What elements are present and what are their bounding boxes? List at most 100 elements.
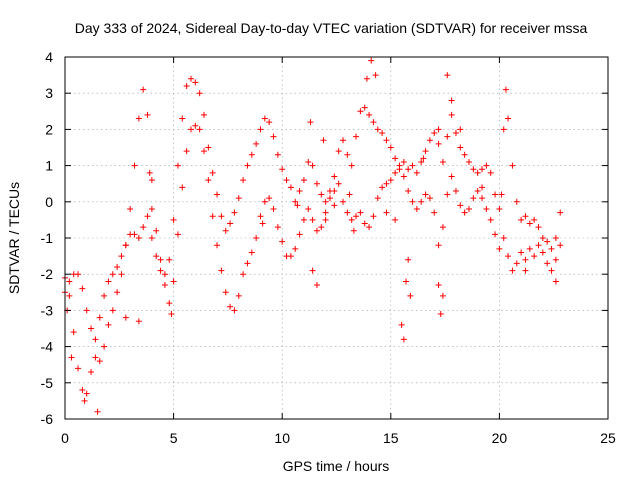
data-point bbox=[361, 104, 368, 111]
data-point bbox=[405, 256, 412, 263]
y-tick-label: -4 bbox=[41, 339, 54, 355]
data-point bbox=[168, 311, 175, 318]
data-point bbox=[305, 206, 312, 213]
data-point bbox=[257, 126, 264, 133]
data-point bbox=[209, 213, 216, 220]
data-point bbox=[348, 216, 355, 223]
data-point bbox=[539, 249, 546, 256]
data-point bbox=[287, 184, 294, 191]
data-point bbox=[205, 144, 212, 151]
data-point bbox=[544, 238, 551, 245]
data-point bbox=[366, 224, 373, 231]
data-point bbox=[287, 253, 294, 260]
data-point bbox=[483, 206, 490, 213]
y-tick-label: 1 bbox=[45, 158, 53, 174]
data-point bbox=[470, 166, 477, 173]
data-point bbox=[66, 292, 73, 299]
data-point bbox=[274, 151, 281, 158]
data-point bbox=[474, 169, 481, 176]
data-point bbox=[435, 140, 442, 147]
x-tick-label: 10 bbox=[274, 430, 290, 446]
data-point bbox=[500, 235, 507, 241]
data-point bbox=[192, 79, 199, 86]
data-point bbox=[557, 209, 564, 216]
data-point bbox=[409, 162, 416, 169]
data-point bbox=[161, 282, 168, 289]
data-point bbox=[192, 122, 199, 129]
data-point bbox=[518, 216, 525, 223]
data-point bbox=[253, 140, 260, 147]
data-point bbox=[283, 177, 290, 184]
data-point bbox=[392, 169, 399, 176]
data-point bbox=[131, 162, 138, 169]
data-point bbox=[479, 184, 486, 191]
data-point bbox=[174, 162, 181, 169]
data-point bbox=[457, 144, 464, 151]
data-point bbox=[127, 206, 134, 213]
data-point bbox=[148, 177, 155, 184]
data-point bbox=[435, 126, 442, 133]
data-point bbox=[557, 242, 564, 249]
data-point bbox=[157, 256, 164, 263]
data-point bbox=[439, 224, 446, 231]
data-point bbox=[294, 202, 301, 209]
data-point bbox=[522, 256, 529, 263]
data-point bbox=[444, 133, 451, 140]
data-point bbox=[300, 177, 307, 184]
data-point bbox=[214, 242, 221, 249]
data-point bbox=[146, 169, 153, 176]
data-point bbox=[83, 307, 90, 314]
data-point bbox=[166, 256, 173, 263]
data-point bbox=[435, 242, 442, 249]
data-point bbox=[296, 231, 303, 238]
data-point bbox=[452, 130, 459, 137]
data-point bbox=[505, 253, 512, 260]
data-point bbox=[418, 198, 425, 205]
y-tick-label: 0 bbox=[45, 194, 53, 210]
data-point bbox=[403, 278, 410, 285]
data-point bbox=[313, 227, 320, 234]
data-point bbox=[209, 169, 216, 176]
data-point bbox=[148, 235, 155, 241]
data-point bbox=[92, 354, 99, 361]
grid bbox=[65, 57, 608, 419]
data-point bbox=[513, 198, 520, 205]
data-point bbox=[487, 216, 494, 223]
data-point bbox=[183, 148, 190, 155]
y-tick-label: -2 bbox=[41, 266, 54, 282]
data-point bbox=[205, 177, 212, 184]
data-point bbox=[335, 148, 342, 155]
data-point bbox=[405, 187, 412, 194]
axis-ticks: 0 5 10 15 20 25 -6 -5 -4 -3 -2 -1 0 1 2 3 4 bbox=[41, 49, 616, 446]
data-point bbox=[361, 220, 368, 227]
data-point bbox=[479, 166, 486, 173]
data-point bbox=[448, 97, 455, 104]
data-point bbox=[109, 307, 116, 314]
data-point bbox=[313, 282, 320, 289]
x-tick-label: 5 bbox=[170, 430, 178, 446]
data-point bbox=[431, 209, 438, 216]
data-point bbox=[379, 130, 386, 137]
data-point bbox=[309, 216, 316, 223]
data-point bbox=[231, 307, 238, 314]
data-point bbox=[392, 216, 399, 223]
data-point bbox=[261, 198, 268, 205]
data-point bbox=[409, 198, 416, 205]
data-point bbox=[422, 148, 429, 155]
y-tick-label: -5 bbox=[41, 375, 54, 391]
data-point bbox=[135, 115, 142, 122]
series-1 bbox=[62, 75, 564, 397]
data-point bbox=[79, 387, 86, 394]
data-point bbox=[309, 267, 316, 274]
data-point bbox=[187, 75, 194, 82]
data-point bbox=[148, 206, 155, 213]
data-point bbox=[248, 151, 255, 158]
data-point bbox=[222, 289, 229, 296]
data-point bbox=[320, 137, 327, 144]
data-point bbox=[387, 177, 394, 184]
data-point bbox=[505, 115, 512, 122]
data-point bbox=[439, 158, 446, 165]
data-point bbox=[279, 166, 286, 173]
data-point bbox=[266, 119, 273, 126]
data-point bbox=[140, 86, 147, 93]
